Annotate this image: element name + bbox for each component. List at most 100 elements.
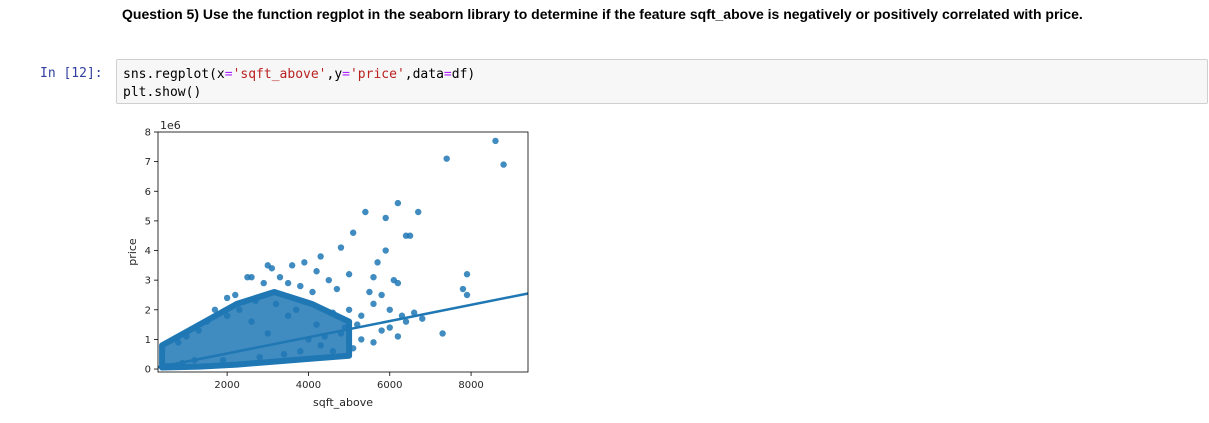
data-point bbox=[223, 294, 231, 302]
data-point bbox=[232, 291, 239, 299]
data-point bbox=[284, 312, 292, 319]
y-tick-label: 1 bbox=[145, 335, 151, 346]
dense-band-layer bbox=[159, 289, 353, 371]
scatter-chart: 2000 4000 6000 8000 0 1 2 3 4 5 6 7 8 1e6 sqft_abov… bbox=[126, 119, 529, 409]
code-line-2: plt.show() bbox=[123, 85, 202, 100]
data-point bbox=[394, 333, 402, 340]
x-tick-label: 2000 bbox=[214, 380, 239, 391]
data-point bbox=[236, 306, 243, 313]
points-layer bbox=[162, 137, 507, 370]
data-point bbox=[394, 199, 402, 207]
data-point bbox=[337, 244, 345, 251]
data-point bbox=[358, 312, 365, 319]
data-point bbox=[370, 300, 377, 308]
data-point bbox=[252, 297, 259, 305]
code-token: = bbox=[443, 67, 452, 82]
x-tick-label: 8000 bbox=[458, 380, 483, 391]
y-tick-label: 7 bbox=[145, 157, 151, 168]
data-point bbox=[374, 259, 381, 266]
code-token: sns.regplot(x bbox=[123, 67, 225, 82]
code-token: = bbox=[342, 67, 350, 82]
data-point bbox=[382, 214, 389, 222]
data-point bbox=[378, 291, 385, 299]
code-cell[interactable]: sns.regplot(x='sqft_above',y='price',dat… bbox=[116, 59, 1208, 104]
data-point bbox=[317, 253, 324, 260]
data-point bbox=[378, 327, 385, 334]
x-axis-label: sqft_above bbox=[313, 396, 373, 409]
chart-output: 2000 4000 6000 8000 0 1 2 3 4 5 6 7 8 1e6 sqft_abov… bbox=[120, 112, 560, 417]
cell-prompt: In [12]: bbox=[40, 66, 103, 81]
data-point bbox=[362, 208, 369, 216]
data-point bbox=[459, 285, 467, 293]
code-token: ,data bbox=[404, 67, 444, 82]
x-tick-label: 4000 bbox=[296, 380, 321, 391]
code-token: df) bbox=[451, 67, 476, 82]
data-point bbox=[415, 208, 422, 216]
data-point bbox=[268, 265, 276, 272]
data-point bbox=[183, 333, 190, 340]
data-point bbox=[366, 288, 373, 296]
y-offset-label: 1e6 bbox=[160, 119, 181, 132]
data-point bbox=[301, 259, 308, 266]
data-point bbox=[211, 306, 219, 313]
data-point bbox=[394, 279, 402, 287]
y-tick-label: 3 bbox=[145, 276, 151, 287]
data-point bbox=[358, 336, 365, 343]
data-point bbox=[297, 348, 304, 355]
y-tick-label: 4 bbox=[145, 246, 151, 257]
data-point bbox=[264, 330, 271, 337]
code-token: ,y bbox=[326, 67, 343, 82]
data-point bbox=[284, 279, 292, 287]
y-tick-label: 0 bbox=[145, 365, 151, 376]
data-point bbox=[349, 229, 357, 236]
data-point bbox=[260, 279, 267, 287]
data-point bbox=[219, 356, 227, 364]
data-point bbox=[256, 353, 263, 361]
data-point bbox=[500, 161, 507, 168]
data-point bbox=[349, 345, 357, 352]
data-point bbox=[325, 276, 332, 284]
data-point bbox=[248, 318, 255, 325]
code-token: 'price' bbox=[349, 67, 405, 82]
data-point bbox=[419, 315, 426, 322]
data-point bbox=[443, 155, 450, 162]
data-point bbox=[345, 271, 353, 278]
y-tick-label: 8 bbox=[145, 128, 151, 139]
data-point bbox=[313, 321, 320, 328]
data-point bbox=[345, 306, 353, 313]
data-point bbox=[329, 309, 337, 316]
y-tick-label: 2 bbox=[145, 305, 151, 316]
data-point bbox=[406, 232, 414, 239]
data-point bbox=[463, 271, 471, 278]
code-line-1: sns.regplot(x='sqft_above',y='price',dat… bbox=[123, 67, 475, 82]
data-point bbox=[203, 318, 210, 325]
data-point bbox=[248, 273, 255, 281]
data-point bbox=[288, 262, 296, 269]
data-point bbox=[276, 273, 284, 281]
question-text: Question 5) Use the function regplot in … bbox=[122, 6, 1083, 22]
data-point bbox=[313, 268, 320, 275]
data-point bbox=[309, 288, 316, 296]
data-point bbox=[272, 300, 280, 308]
data-point bbox=[386, 306, 393, 313]
data-point bbox=[333, 285, 341, 293]
data-point bbox=[195, 327, 202, 334]
data-point bbox=[492, 137, 499, 145]
plot-frame bbox=[157, 131, 529, 373]
y-axis-ticks: 0 1 2 3 4 5 6 7 8 bbox=[145, 128, 158, 376]
data-point bbox=[317, 342, 324, 349]
data-point bbox=[410, 309, 418, 316]
code-token: 'sqft_above' bbox=[232, 67, 327, 82]
dense-point-cloud bbox=[159, 289, 353, 371]
data-point bbox=[223, 312, 231, 319]
x-tick-label: 6000 bbox=[377, 380, 402, 391]
data-point bbox=[370, 273, 377, 281]
y-tick-label: 6 bbox=[145, 187, 151, 198]
regression-line bbox=[157, 292, 529, 369]
data-point bbox=[297, 282, 304, 290]
y-tick-label: 5 bbox=[145, 216, 151, 227]
data-point bbox=[329, 348, 337, 355]
data-point bbox=[175, 339, 182, 346]
y-axis-label: price bbox=[126, 238, 139, 266]
data-point bbox=[370, 339, 377, 346]
